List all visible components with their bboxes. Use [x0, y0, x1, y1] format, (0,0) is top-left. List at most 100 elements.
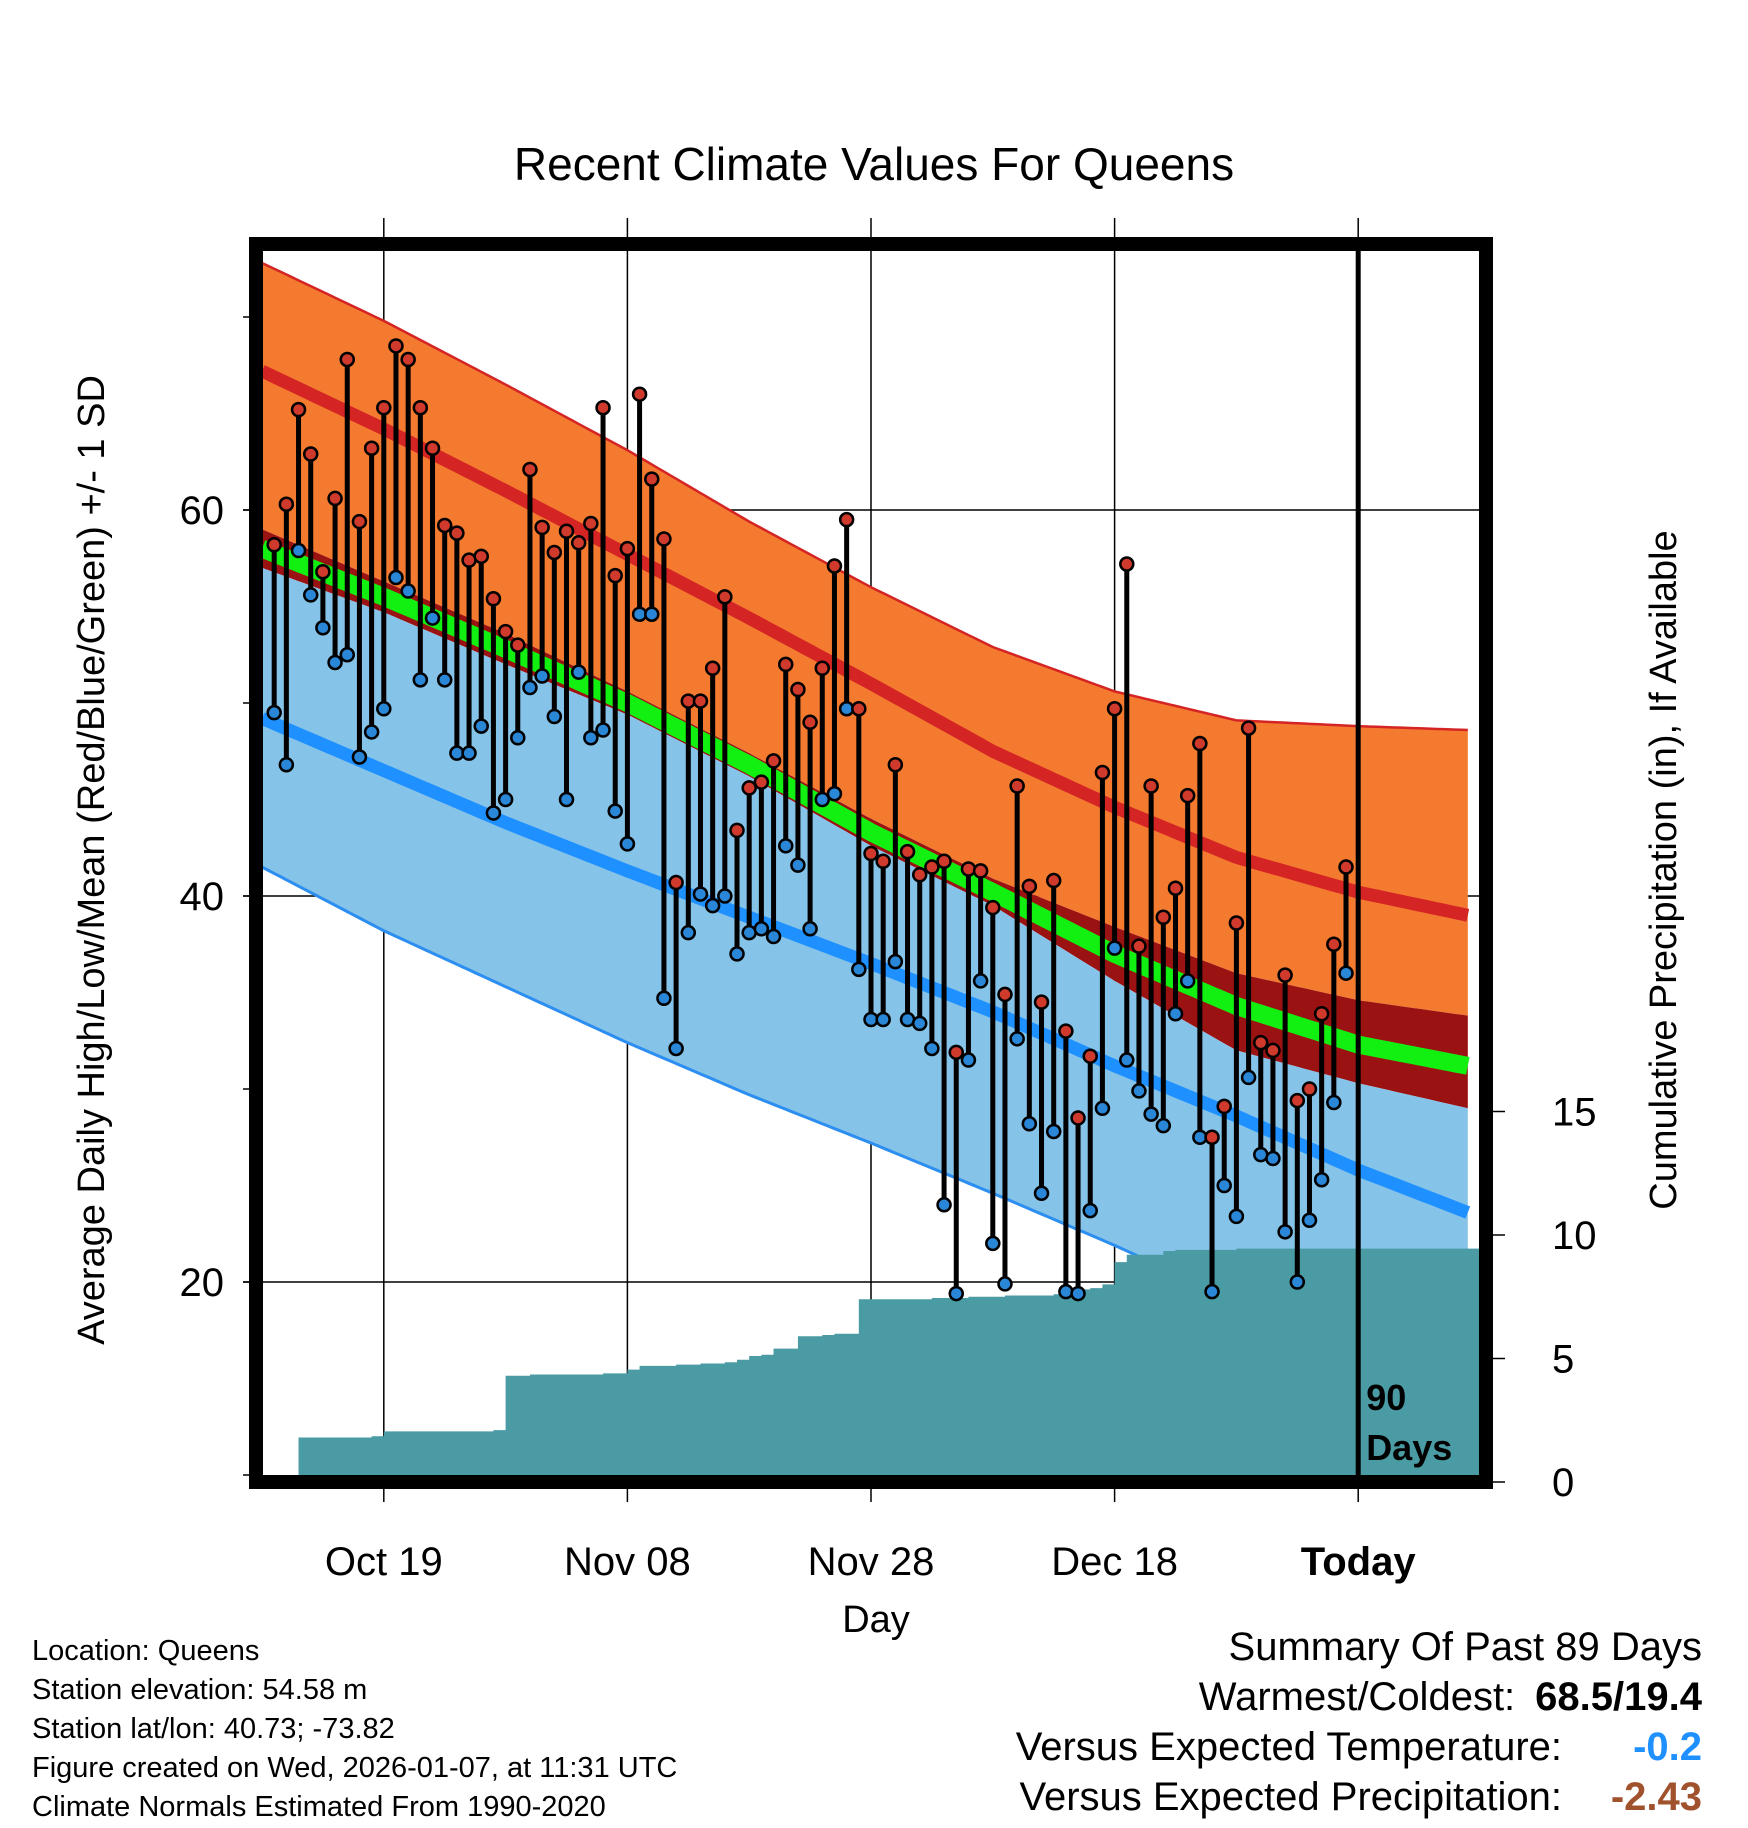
- summary-temp-row: Versus Expected Temperature: -0.2: [1016, 1722, 1702, 1772]
- low-temp-point: [851, 961, 867, 978]
- normals-text: Climate Normals Estimated From 1990-2020: [32, 1791, 606, 1823]
- high-temp-point: [570, 535, 587, 551]
- low-temp-point: [1082, 1202, 1098, 1219]
- low-temp-point: [668, 1040, 684, 1057]
- high-temp-point: [644, 471, 660, 487]
- y2-tick-label: 15: [1552, 1091, 1597, 1135]
- summary-precip-row: Versus Expected Precipitation: -2.43: [1016, 1772, 1702, 1822]
- low-temp-point: [644, 606, 660, 622]
- low-temp-point: [680, 924, 697, 941]
- high-temp-point: [1216, 1098, 1232, 1115]
- high-temp-point: [656, 531, 672, 547]
- high-temp-point: [1326, 936, 1342, 952]
- low-temp-point: [1058, 1283, 1074, 1300]
- high-temp-point: [948, 1044, 965, 1061]
- low-temp-point: [826, 785, 843, 802]
- y2-axis-label: Cumulative Precipitation (in), If Availa…: [1643, 530, 1685, 1209]
- high-temp-point: [424, 440, 441, 456]
- high-sd-upper-edge: [261, 261, 1468, 732]
- warmest-label: Warmest/Coldest:: [1198, 1675, 1516, 1719]
- high-temp-point: [753, 774, 770, 790]
- high-sd-band-upper: [262, 262, 1468, 916]
- high-temp-point: [558, 523, 575, 539]
- high-temp-point: [266, 536, 282, 553]
- low-temp-point: [814, 791, 831, 808]
- high-temp-point: [290, 401, 307, 418]
- high-temp-point: [497, 623, 514, 640]
- high-temp-point: [826, 558, 843, 574]
- low-temp-point: [936, 1197, 952, 1213]
- low-sd-band-upper: [262, 567, 1468, 1213]
- low-temp-point: [924, 1040, 940, 1057]
- low-sd-band-lower: [262, 718, 1468, 1427]
- low-temp-point: [302, 587, 319, 603]
- low-temp-point: [972, 973, 989, 989]
- high-temp-point: [960, 861, 977, 877]
- high-temp-point: [863, 845, 879, 862]
- high-temp-point: [765, 753, 782, 769]
- high-temp-point: [546, 544, 563, 561]
- x-tick-label: Today: [1301, 1540, 1417, 1584]
- high-temp-point: [887, 757, 904, 773]
- low-temp-point: [1131, 1083, 1147, 1099]
- normal-mean-line: [258, 540, 1470, 1075]
- elevation-text: Station elevation: 54.58 m: [32, 1674, 368, 1706]
- high-temp-point: [607, 567, 623, 584]
- low-temp-point: [339, 647, 356, 663]
- low-temp-point: [1313, 1171, 1330, 1188]
- low-temp-point: [351, 749, 368, 765]
- low-temp-point: [1289, 1274, 1306, 1290]
- low-temp-point: [704, 897, 721, 914]
- low-temp-point: [1265, 1150, 1281, 1167]
- high-temp-point: [1253, 1034, 1269, 1051]
- normal-bands: [258, 261, 1471, 1429]
- low-temp-point: [327, 654, 343, 671]
- low-temp-point: [1094, 1100, 1111, 1117]
- x-tick-label: Nov 08: [564, 1540, 691, 1584]
- low-temp-point: [1277, 1224, 1293, 1240]
- high-temp-point: [911, 867, 928, 883]
- low-temp-point: [436, 672, 453, 688]
- low-temp-point: [777, 838, 794, 854]
- high-temp-point: [1228, 915, 1245, 931]
- low-temp-point: [570, 664, 587, 680]
- normal-low-line: [259, 712, 1471, 1219]
- low-temp-point: [510, 729, 526, 746]
- chart-title: Recent Climate Values For Queens: [514, 138, 1234, 190]
- high-temp-point: [400, 351, 416, 368]
- low-temp-point: [558, 791, 575, 808]
- high-temp-point: [985, 899, 1001, 916]
- high-temp-point: [972, 863, 989, 879]
- mean-sd-upper-band: [262, 529, 1468, 1066]
- high-temp-point: [1058, 1023, 1074, 1039]
- low-temp-point: [619, 836, 636, 852]
- low-temp-point: [1155, 1117, 1172, 1134]
- high-temp-point: [351, 513, 368, 530]
- low-temp-point: [534, 668, 550, 684]
- high-temp-point: [777, 656, 794, 673]
- y-tick-label: 20: [180, 1261, 225, 1305]
- temp-label: Versus Expected Temperature:: [1015, 1725, 1562, 1769]
- high-temp-point: [1143, 778, 1159, 794]
- y2-tick-label: 0: [1552, 1461, 1574, 1505]
- low-temp-point: [497, 791, 514, 808]
- high-temp-point: [327, 490, 343, 507]
- low-temp-point: [717, 888, 733, 904]
- low-temp-point: [1326, 1094, 1342, 1111]
- precip-label: Versus Expected Precipitation:: [1019, 1775, 1562, 1819]
- low-temp-point: [266, 704, 282, 721]
- low-temp-point: [1167, 1005, 1184, 1022]
- low-temp-point: [911, 1015, 928, 1032]
- high-temp-point: [668, 874, 684, 891]
- high-temp-point: [924, 859, 940, 875]
- low-temp-point: [412, 672, 429, 688]
- high-temp-point: [1167, 880, 1184, 897]
- low-temp-point: [522, 679, 538, 696]
- created-text: Figure created on Wed, 2026-01-07, at 11…: [32, 1752, 678, 1784]
- latlon-text: Station lat/lon: 40.73; -73.82: [32, 1713, 395, 1745]
- high-temp-point: [595, 399, 611, 416]
- high-temp-point: [315, 564, 331, 580]
- y-tick-label: 60: [180, 489, 225, 533]
- low-temp-point: [948, 1285, 965, 1302]
- axis-ticks: Oct 19 Nov 08 Nov 28 Dec 18 Today 20 40 60 0 5 10 1…: [180, 316, 1597, 1584]
